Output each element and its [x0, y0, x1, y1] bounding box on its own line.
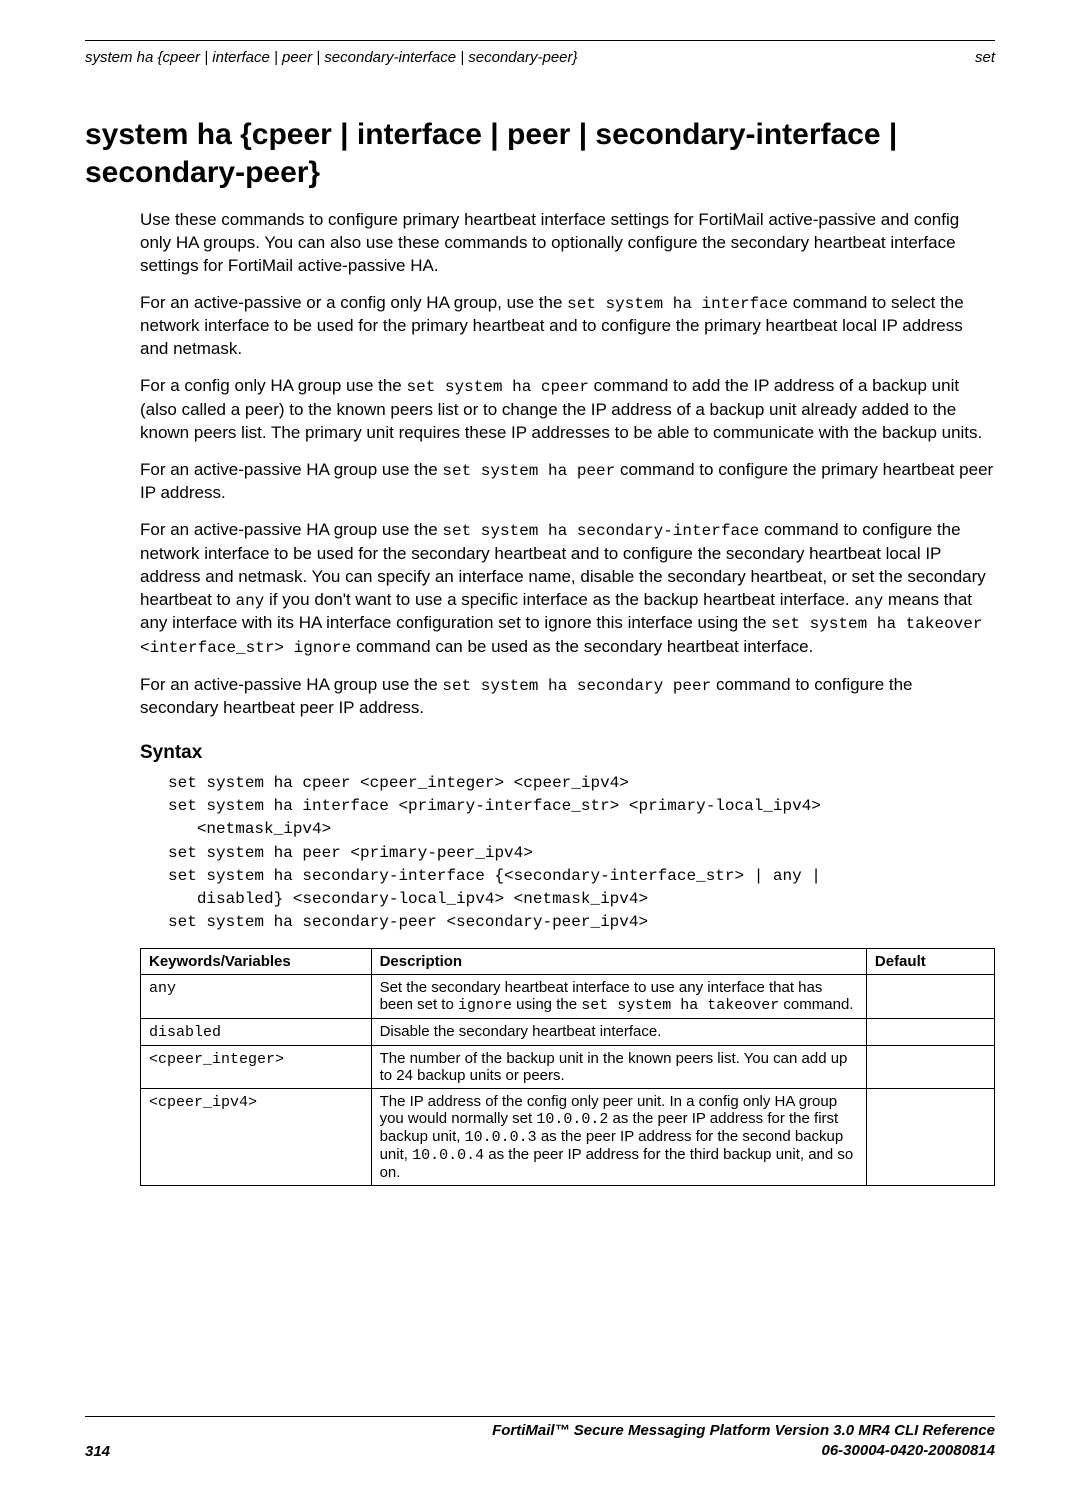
col-header-default: Default: [866, 949, 994, 975]
footer-rule: [85, 1416, 995, 1417]
text: For a config only HA group use the: [140, 376, 407, 395]
cell-keyword: <cpeer_ipv4>: [141, 1089, 372, 1186]
mono-text: <cpeer_integer>: [149, 1051, 284, 1068]
mono-text: ignore: [458, 997, 512, 1014]
keywords-table: Keywords/Variables Description Default a…: [140, 948, 995, 1186]
cell-description: Set the secondary heartbeat interface to…: [371, 975, 866, 1019]
code-inline: set system ha peer: [442, 462, 615, 480]
paragraph-peer: For an active-passive HA group use the s…: [140, 459, 995, 506]
table-row: <cpeer_ipv4> The IP address of the confi…: [141, 1089, 995, 1186]
mono-text: 10.0.0.2: [536, 1111, 608, 1128]
cell-keyword: <cpeer_integer>: [141, 1046, 372, 1089]
page-title: system ha {cpeer | interface | peer | se…: [85, 116, 995, 191]
page-number: 314: [85, 1443, 110, 1460]
cell-default: [866, 975, 994, 1019]
text: For an active-passive HA group use the: [140, 520, 442, 539]
text: using the: [512, 996, 581, 1013]
table-row: disabled Disable the secondary heartbeat…: [141, 1019, 995, 1046]
footer-right: FortiMail™ Secure Messaging Platform Ver…: [492, 1421, 995, 1460]
mono-text: 10.0.0.3: [465, 1129, 537, 1146]
col-header-description: Description: [371, 949, 866, 975]
header-right: set: [975, 49, 995, 66]
paragraph-cpeer: For a config only HA group use the set s…: [140, 375, 995, 444]
text: For an active-passive or a config only H…: [140, 293, 567, 312]
col-header-keywords: Keywords/Variables: [141, 949, 372, 975]
paragraph-secondary-peer: For an active-passive HA group use the s…: [140, 674, 995, 721]
code-inline: any: [854, 592, 883, 610]
cell-keyword: any: [141, 975, 372, 1019]
text: command.: [779, 996, 853, 1013]
cell-keyword: disabled: [141, 1019, 372, 1046]
syntax-block: set system ha cpeer <cpeer_integer> <cpe…: [168, 772, 995, 934]
running-header: system ha {cpeer | interface | peer | se…: [85, 49, 995, 66]
mono-text: disabled: [149, 1024, 221, 1041]
text: For an active-passive HA group use the: [140, 675, 442, 694]
code-inline: set system ha secondary peer: [442, 677, 711, 695]
text: command can be used as the secondary hea…: [351, 637, 813, 656]
text: For an active-passive HA group use the: [140, 460, 442, 479]
code-inline: any: [235, 592, 264, 610]
code-inline: set system ha secondary-interface: [442, 522, 759, 540]
code-inline: set system ha interface: [567, 295, 788, 313]
text: if you don't want to use a specific inte…: [264, 590, 854, 609]
cell-description: The IP address of the config only peer u…: [371, 1089, 866, 1186]
mono-text: 10.0.0.4: [412, 1147, 484, 1164]
body-content: Use these commands to configure primary …: [140, 209, 995, 1186]
footer-product-line: FortiMail™ Secure Messaging Platform Ver…: [492, 1421, 995, 1441]
mono-text: <cpeer_ipv4>: [149, 1094, 257, 1111]
intro-paragraph: Use these commands to configure primary …: [140, 209, 995, 278]
table-row: any Set the secondary heartbeat interfac…: [141, 975, 995, 1019]
cell-description: The number of the backup unit in the kno…: [371, 1046, 866, 1089]
cell-description: Disable the secondary heartbeat interfac…: [371, 1019, 866, 1046]
header-rule: [85, 40, 995, 41]
table-header-row: Keywords/Variables Description Default: [141, 949, 995, 975]
paragraph-interface: For an active-passive or a config only H…: [140, 292, 995, 361]
page-footer: 314 FortiMail™ Secure Messaging Platform…: [85, 1416, 995, 1460]
cell-default: [866, 1019, 994, 1046]
cell-default: [866, 1046, 994, 1089]
header-left: system ha {cpeer | interface | peer | se…: [85, 49, 578, 66]
cell-default: [866, 1089, 994, 1186]
mono-text: any: [149, 980, 176, 997]
mono-text: set system ha takeover: [581, 997, 779, 1014]
code-inline: set system ha cpeer: [407, 378, 589, 396]
footer-doc-id: 06-30004-0420-20080814: [492, 1441, 995, 1461]
syntax-heading: Syntax: [140, 742, 995, 764]
paragraph-secondary-interface: For an active-passive HA group use the s…: [140, 519, 995, 659]
table-row: <cpeer_integer> The number of the backup…: [141, 1046, 995, 1089]
